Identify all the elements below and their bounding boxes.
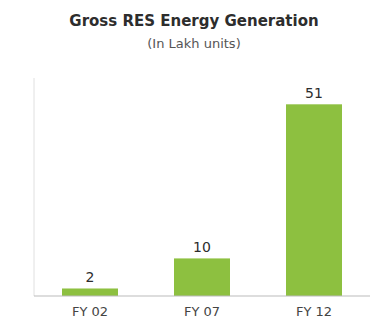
x-axis-line xyxy=(34,296,370,297)
data-label: 2 xyxy=(86,269,95,285)
x-tick-label: FY 02 xyxy=(72,304,108,319)
title: Gross RES Energy Generation xyxy=(69,12,318,30)
bar xyxy=(174,258,230,296)
bar xyxy=(286,104,342,296)
chart-svg: Gross RES Energy Generation (In Lakh unit… xyxy=(0,0,388,336)
bars xyxy=(62,104,342,296)
x-tick-label: FY 12 xyxy=(296,304,332,319)
subtitle: (In Lakh units) xyxy=(147,36,240,51)
data-label: 10 xyxy=(193,239,211,255)
data-label: 51 xyxy=(305,85,323,101)
bar xyxy=(62,288,118,296)
y-axis-line xyxy=(34,78,35,296)
chart-container: Gross RES Energy Generation (In Lakh unit… xyxy=(0,0,388,336)
x-tick-label: FY 07 xyxy=(184,304,220,319)
